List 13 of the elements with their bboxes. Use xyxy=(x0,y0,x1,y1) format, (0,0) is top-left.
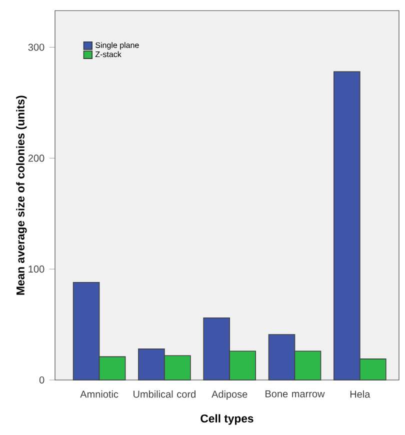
y-axis-title: Mean average size of colonies (units) xyxy=(16,96,27,295)
x-axis-title: Cell types xyxy=(200,414,254,425)
y-tick-label: 0 xyxy=(39,376,44,384)
legend-label: Z-stack xyxy=(95,51,122,58)
x-tick-label: Bone marrow xyxy=(266,390,325,398)
y-tick-label: 100 xyxy=(28,266,44,273)
y-tick-label: 300 xyxy=(28,44,44,51)
x-tick-label: Hela xyxy=(350,390,370,398)
x-tick-label: Amniotic xyxy=(80,390,118,398)
legend-label: Single plane xyxy=(96,42,139,50)
y-tick-label: 200 xyxy=(28,154,44,162)
x-tick-label: Adipose xyxy=(212,390,248,400)
x-tick-label: Umbilical cord xyxy=(134,390,196,398)
